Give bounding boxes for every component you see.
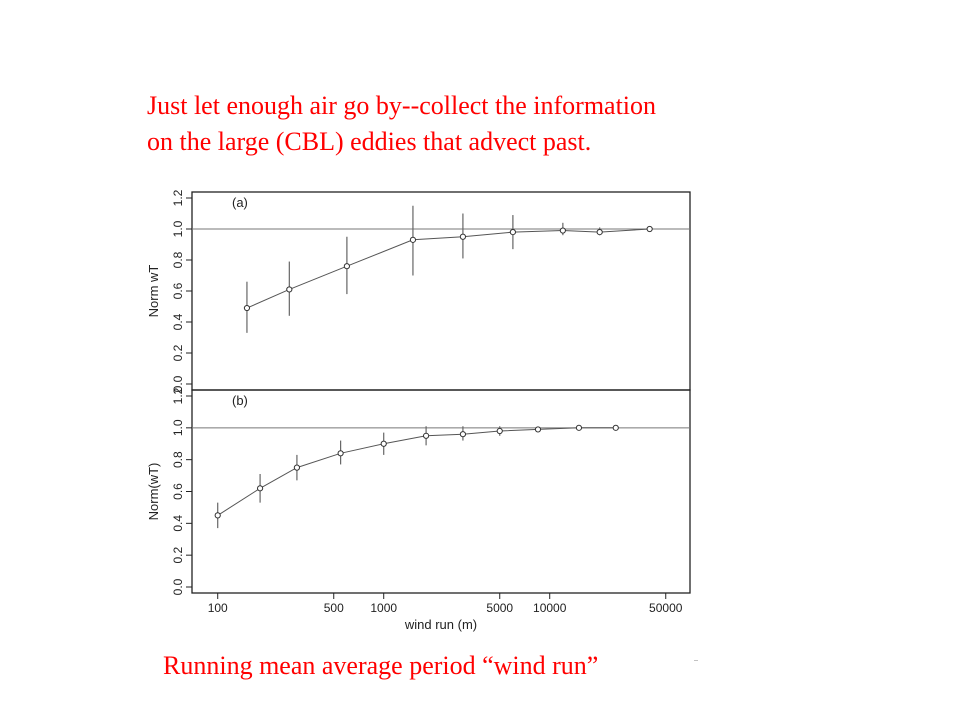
data-point	[459, 431, 467, 438]
y-tick-label: 0.6	[171, 483, 185, 500]
panel-label: (b)	[232, 393, 248, 408]
data-point	[343, 263, 350, 270]
data-point	[459, 233, 467, 240]
x-tick-label: 100	[208, 601, 228, 615]
data-point	[409, 236, 417, 243]
data-point	[243, 304, 251, 312]
y-tick-label: 1.2	[171, 189, 185, 206]
data-point	[509, 229, 516, 236]
y-axis-label: Norm(wT)	[146, 463, 161, 521]
y-tick-label: 1.0	[171, 419, 185, 436]
data-point	[559, 227, 566, 234]
x-tick-label: 5000	[486, 601, 513, 615]
data-point	[534, 426, 542, 433]
y-tick-label: 1.0	[171, 220, 185, 237]
y-tick-label: 0.0	[171, 578, 185, 595]
data-point	[612, 424, 619, 431]
x-tick-label: 500	[324, 601, 344, 615]
y-tick-label: 0.6	[171, 282, 185, 299]
data-point	[337, 450, 344, 457]
data-point	[214, 512, 221, 519]
y-axis-label: Norm wT	[146, 265, 161, 318]
data-point	[422, 432, 430, 439]
y-tick-label: 0.8	[171, 251, 185, 268]
y-tick-label: 1.2	[171, 387, 185, 404]
y-tick-label: 0.2	[171, 547, 185, 564]
data-point	[286, 286, 293, 293]
headline-line-2: on the large (CBL) eddies that advect pa…	[147, 127, 592, 156]
x-tick-label: 50000	[649, 601, 683, 615]
data-point	[646, 225, 653, 233]
plot-frame	[191, 389, 691, 594]
data-point	[496, 427, 503, 435]
data-point	[575, 424, 583, 431]
slide-headline: Just let enough air go by--collect the i…	[147, 88, 656, 160]
x-tick-label: 1000	[370, 601, 397, 615]
x-axis-label: wind run (m)	[404, 617, 477, 632]
data-point	[380, 440, 387, 447]
x-axis: 100 500 1000 5000 10000 50000 wind run (m)	[208, 593, 683, 632]
y-tick-label: 0.4	[171, 515, 185, 532]
y-tick-label: 0.8	[171, 451, 185, 468]
caption-mark: ―	[694, 657, 698, 662]
slide-caption: Running mean average period “wind run”	[163, 651, 599, 680]
panel-a: 0.0 0.2 0.4 0.6 0.8 1.0 1.2 Norm wT (a)	[146, 189, 691, 392]
series-line	[246, 228, 650, 309]
series-line	[217, 427, 616, 516]
data-point	[293, 464, 301, 471]
headline-line-1: Just let enough air go by--collect the i…	[147, 91, 657, 120]
y-tick-label: 0.0	[171, 375, 185, 392]
y-tick-label: 0.2	[171, 344, 185, 361]
x-tick-label: 10000	[533, 601, 567, 615]
data-point	[596, 229, 603, 236]
plot-frame	[191, 191, 691, 391]
panel-b: 0.0 0.2 0.4 0.6 0.8 1.0 1.2 Norm(wT) (b)	[146, 387, 691, 595]
y-tick-label: 0.4	[171, 313, 185, 330]
panel-label: (a)	[232, 195, 248, 210]
data-point	[256, 485, 264, 492]
